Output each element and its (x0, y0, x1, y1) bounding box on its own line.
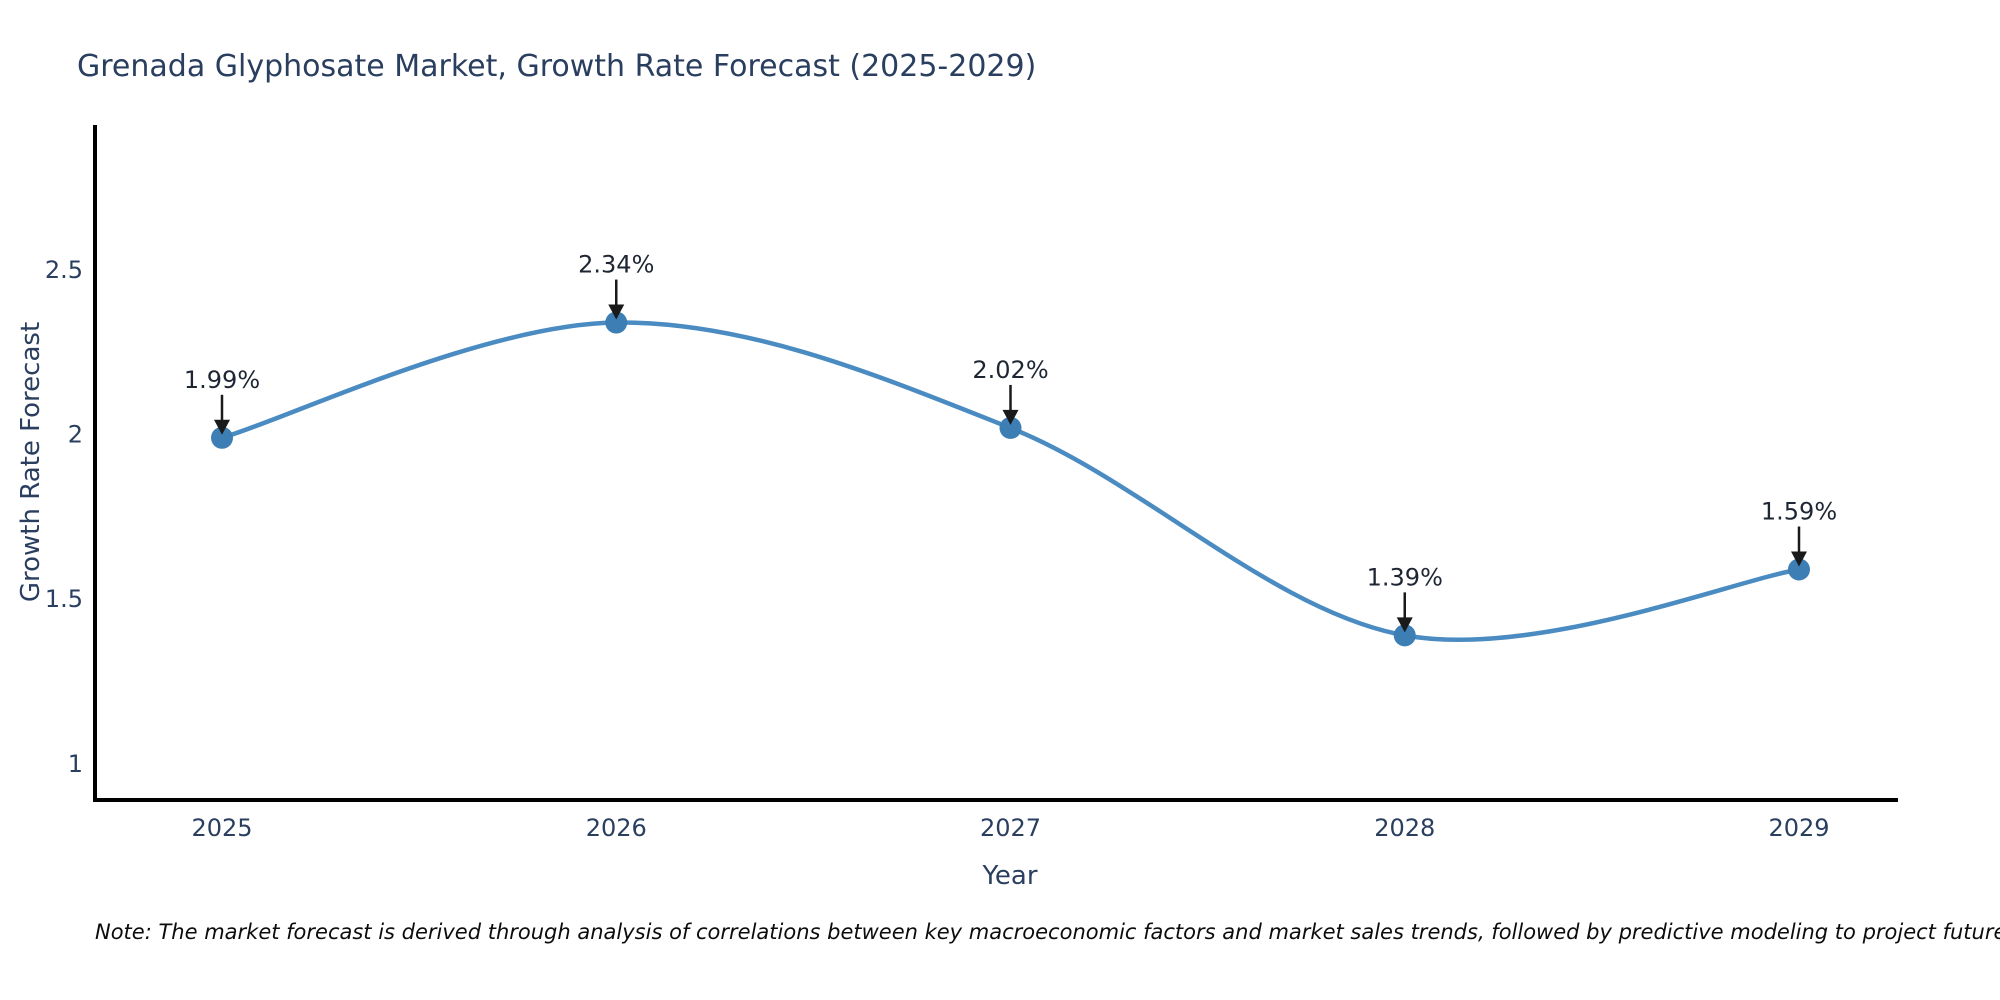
x-tick-label: 2027 (980, 814, 1041, 842)
data-point-marker[interactable] (605, 311, 628, 334)
annotation-arrowhead-icon (608, 304, 625, 320)
data-point-marker[interactable] (999, 416, 1022, 439)
x-tick-label: 2029 (1768, 814, 1829, 842)
y-axis-title: Growth Rate Forecast (16, 321, 46, 603)
point-value-label: 1.99% (184, 366, 260, 394)
annotation-arrowhead-icon (214, 419, 230, 435)
x-axis-title: Year (982, 861, 1038, 891)
y-tick-label: 1.5 (45, 585, 83, 613)
y-tick-label: 2 (68, 421, 83, 449)
annotation-arrowhead-icon (1791, 551, 1807, 567)
annotation-arrowhead-icon (1002, 409, 1019, 425)
y-tick-label: 1 (68, 750, 83, 778)
annotation-arrowhead-icon (1396, 617, 1413, 633)
data-point-marker[interactable] (1393, 624, 1416, 647)
point-value-label: 2.02% (972, 356, 1048, 384)
chart-title: Grenada Glyphosate Market, Growth Rate F… (77, 49, 1037, 84)
footnote: Note: The market forecast is derived thr… (95, 920, 2000, 944)
x-tick-label: 2028 (1374, 814, 1435, 842)
x-tick-label: 2025 (191, 814, 252, 842)
data-point-marker[interactable] (1788, 558, 1810, 581)
x-tick-label: 2026 (586, 814, 647, 842)
point-value-label: 1.59% (1761, 498, 1837, 526)
point-value-label: 1.39% (1367, 563, 1443, 591)
y-tick-label: 2.5 (45, 256, 83, 284)
point-value-label: 2.34% (578, 251, 654, 279)
data-point-marker[interactable] (211, 426, 233, 449)
